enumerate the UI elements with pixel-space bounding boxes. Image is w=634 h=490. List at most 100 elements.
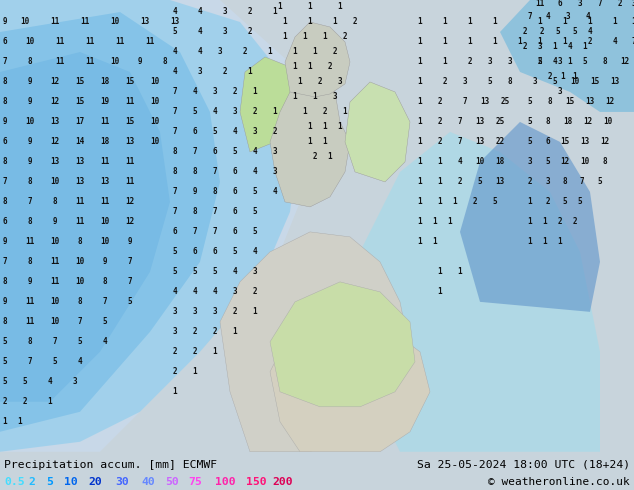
Text: 1: 1 <box>437 268 443 276</box>
Text: 4: 4 <box>78 357 82 367</box>
Text: 1: 1 <box>268 48 273 56</box>
Text: 2: 2 <box>588 37 592 47</box>
Text: 1: 1 <box>338 122 342 131</box>
Text: Precipitation accum. [mm] ECMWF: Precipitation accum. [mm] ECMWF <box>4 460 217 470</box>
Text: © weatheronline.co.uk: © weatheronline.co.uk <box>488 477 630 487</box>
Text: 2: 2 <box>172 368 178 376</box>
Text: 3: 3 <box>253 268 257 276</box>
Text: 7: 7 <box>3 57 8 67</box>
Text: 11: 11 <box>115 37 125 47</box>
Text: 1: 1 <box>553 43 557 51</box>
Text: 6: 6 <box>193 127 197 136</box>
Text: 7: 7 <box>172 87 178 97</box>
Text: 1: 1 <box>343 107 347 117</box>
Text: 4: 4 <box>612 37 618 47</box>
Text: 5: 5 <box>172 247 178 256</box>
Text: 13: 13 <box>495 177 505 186</box>
Text: 7: 7 <box>28 197 32 206</box>
Text: 3: 3 <box>527 157 533 167</box>
Text: 1: 1 <box>418 137 422 147</box>
Text: 2: 2 <box>437 137 443 147</box>
Text: 1: 1 <box>538 37 542 47</box>
Text: 13: 13 <box>126 137 134 147</box>
Text: 13: 13 <box>140 18 150 26</box>
Text: 11: 11 <box>86 57 94 67</box>
Text: 5: 5 <box>3 337 8 346</box>
Text: 13: 13 <box>75 157 84 167</box>
Text: 1: 1 <box>307 62 313 72</box>
Text: 11: 11 <box>86 37 94 47</box>
Text: 1: 1 <box>48 397 53 406</box>
Text: 11: 11 <box>25 318 35 326</box>
Text: 4: 4 <box>48 377 53 386</box>
Text: 1: 1 <box>527 197 533 206</box>
Text: 7: 7 <box>463 98 467 106</box>
Text: 4: 4 <box>103 337 107 346</box>
Text: 2: 2 <box>253 107 257 117</box>
Text: 5: 5 <box>583 57 587 67</box>
Text: 1: 1 <box>418 37 422 47</box>
Text: 3: 3 <box>578 0 582 8</box>
Text: 7: 7 <box>212 227 217 236</box>
Text: 8: 8 <box>212 187 217 196</box>
Text: 9: 9 <box>3 237 8 246</box>
Text: 5: 5 <box>212 127 217 136</box>
Text: 4: 4 <box>198 48 202 56</box>
Text: 3: 3 <box>223 27 228 36</box>
Text: 7: 7 <box>127 277 133 286</box>
Text: 5: 5 <box>23 377 27 386</box>
Text: 3: 3 <box>212 307 217 317</box>
Text: 4: 4 <box>253 168 257 176</box>
Text: 2: 2 <box>253 287 257 296</box>
Polygon shape <box>0 52 170 402</box>
Text: 3: 3 <box>508 57 512 67</box>
Text: 10: 10 <box>150 77 160 86</box>
Text: 1: 1 <box>293 62 297 72</box>
Text: 10: 10 <box>150 118 160 126</box>
Text: 2: 2 <box>28 477 35 487</box>
Text: 4: 4 <box>172 287 178 296</box>
Text: 4: 4 <box>193 87 197 97</box>
Text: 8: 8 <box>28 337 32 346</box>
Text: 1: 1 <box>307 2 313 11</box>
Text: 13: 13 <box>50 118 60 126</box>
Text: 75: 75 <box>188 477 202 487</box>
Text: 8: 8 <box>548 98 552 106</box>
Text: 2: 2 <box>233 307 237 317</box>
Text: 5: 5 <box>555 27 560 36</box>
Text: 6: 6 <box>193 247 197 256</box>
Text: 9: 9 <box>3 18 8 26</box>
Text: 2: 2 <box>468 57 472 67</box>
Text: 1: 1 <box>338 2 342 11</box>
Text: 7: 7 <box>172 107 178 117</box>
Polygon shape <box>350 132 600 452</box>
Text: 3: 3 <box>223 7 228 17</box>
Text: 12: 12 <box>600 137 610 147</box>
Text: 8: 8 <box>546 118 550 126</box>
Text: 25: 25 <box>500 98 510 106</box>
Text: 12: 12 <box>605 98 614 106</box>
Text: 2: 2 <box>443 77 448 86</box>
Text: 5: 5 <box>527 98 533 106</box>
Polygon shape <box>270 312 430 452</box>
Polygon shape <box>270 72 350 207</box>
Text: 1: 1 <box>253 307 257 317</box>
Polygon shape <box>0 0 320 452</box>
Text: 5: 5 <box>527 118 533 126</box>
Text: 1: 1 <box>518 37 522 47</box>
Text: 1: 1 <box>543 218 547 226</box>
Text: 8: 8 <box>172 147 178 156</box>
Text: 2: 2 <box>540 27 545 36</box>
Text: 4: 4 <box>458 157 462 167</box>
Text: 7: 7 <box>53 337 57 346</box>
Text: 7: 7 <box>193 227 197 236</box>
Text: 3: 3 <box>198 68 202 76</box>
Text: 11: 11 <box>535 0 545 8</box>
Text: 3: 3 <box>172 327 178 336</box>
Text: 8: 8 <box>3 98 8 106</box>
Text: 7: 7 <box>212 207 217 217</box>
Text: Sa 25-05-2024 18:00 UTC (18+24): Sa 25-05-2024 18:00 UTC (18+24) <box>417 460 630 470</box>
Text: 8: 8 <box>193 207 197 217</box>
Text: 1: 1 <box>468 37 472 47</box>
Text: 1: 1 <box>558 237 562 246</box>
